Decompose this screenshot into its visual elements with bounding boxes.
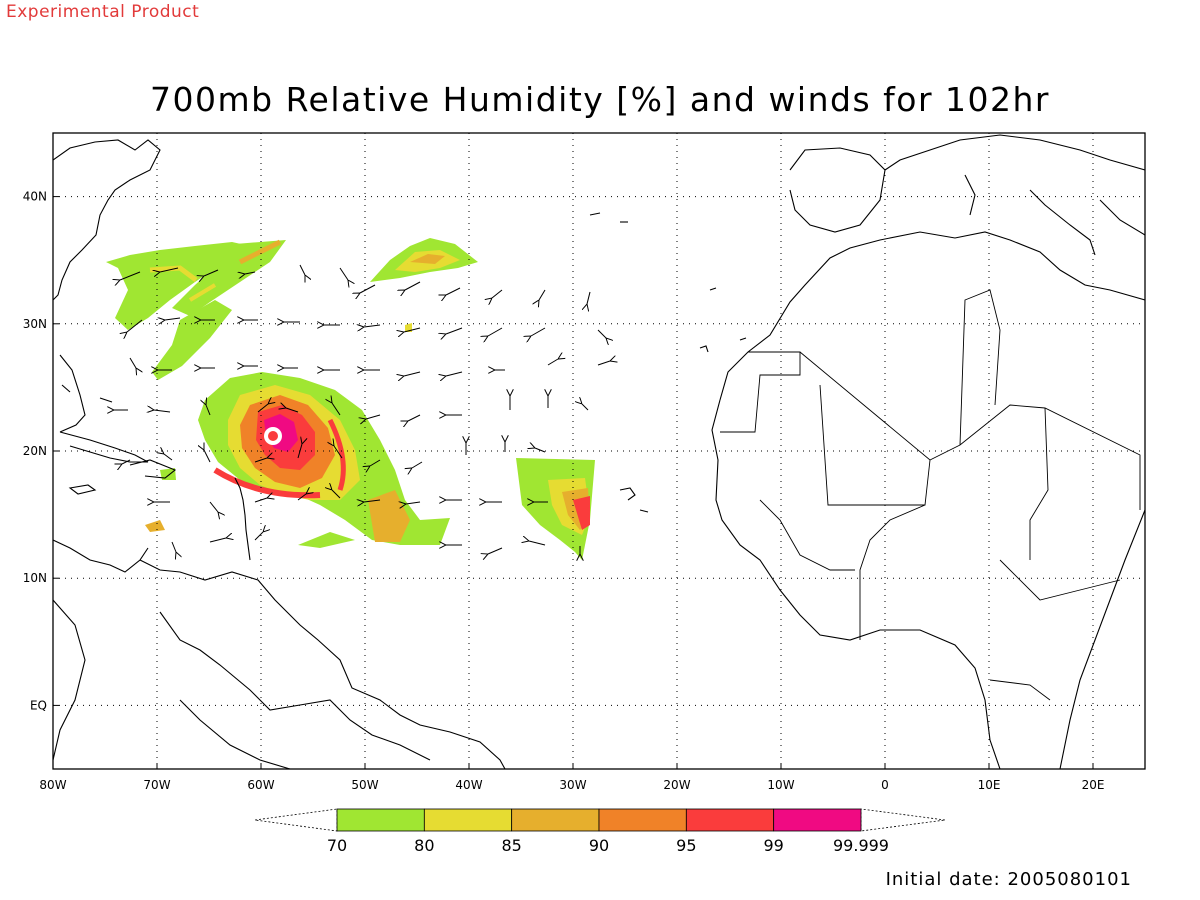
lon-tick-label: 70W xyxy=(143,778,170,792)
lat-tick-label: 40N xyxy=(23,190,47,204)
wind-arrow xyxy=(334,446,343,459)
wind-arrow xyxy=(204,450,211,463)
wind-arrow xyxy=(412,461,423,468)
longitude-axis: 80W 70W 60W 50W 40W 30W 20W 10W 0 10E 20E xyxy=(39,763,1104,792)
lon-tick-label: 10E xyxy=(978,778,1001,792)
wind-arrow xyxy=(597,329,606,338)
wind-arrow xyxy=(535,448,546,453)
wind-arrow xyxy=(257,404,268,413)
wind-arrow xyxy=(164,454,173,461)
wind-arrow xyxy=(488,327,503,336)
wind-arrow xyxy=(165,318,181,320)
wind-arrow xyxy=(492,289,503,298)
wind-arrow xyxy=(339,267,348,280)
wind-arrow xyxy=(154,410,171,412)
colorbar-label: 90 xyxy=(589,836,609,855)
wind-arrow xyxy=(539,289,546,300)
colorbar-segment xyxy=(423,808,513,832)
wind-arrow xyxy=(160,267,179,272)
lon-tick-label: 30W xyxy=(559,778,586,792)
wind-arrow xyxy=(597,361,610,366)
wind-arrow xyxy=(332,403,341,416)
wind-arrow xyxy=(360,284,376,293)
wind-arrow xyxy=(204,269,219,276)
latitude-axis: 40N 30N 20N 10N EQ xyxy=(23,190,59,712)
wind-arrow xyxy=(404,371,421,376)
wind-arrow xyxy=(254,532,263,541)
colorbar-label: 95 xyxy=(676,836,696,855)
wind-arrow xyxy=(254,498,267,503)
lat-tick-label: 10N xyxy=(23,571,47,585)
wind-arrow xyxy=(209,538,226,543)
wind-arrow xyxy=(286,408,299,413)
wind-arrow xyxy=(405,281,421,290)
lon-tick-label: 50W xyxy=(351,778,378,792)
wind-arrow xyxy=(406,502,421,504)
wind-arrow xyxy=(404,327,421,332)
wind-arrow xyxy=(120,271,141,280)
wind-arrow xyxy=(254,458,267,463)
colorbar: 70 80 85 90 95 99 99.999 xyxy=(254,808,946,855)
wind-arrow xyxy=(209,501,218,512)
wind-arrow xyxy=(370,459,381,466)
experimental-product-label: Experimental Product xyxy=(6,2,200,22)
wind-arrow xyxy=(245,272,256,274)
initial-date: Initial date: 2005080101 xyxy=(885,869,1132,890)
wind-arrow xyxy=(206,405,211,416)
lat-tick-label: EQ xyxy=(30,698,47,712)
colorbar-right-extension xyxy=(860,808,946,832)
colorbar-label: 80 xyxy=(414,836,434,855)
colorbar-label: 85 xyxy=(501,836,521,855)
colorbar-segment xyxy=(336,808,425,832)
humidity-shading xyxy=(106,238,595,560)
wind-vectors xyxy=(114,264,610,554)
colorbar-label: 99.999 xyxy=(833,836,889,855)
lon-tick-label: 10W xyxy=(767,778,794,792)
lon-tick-label: 40W xyxy=(455,778,482,792)
colorbar-label: 70 xyxy=(327,836,347,855)
wind-arrow xyxy=(332,490,341,499)
wind-arrow xyxy=(446,287,461,295)
wind-arrow xyxy=(122,459,131,464)
lat-tick-label: 20N xyxy=(23,444,47,458)
colorbar-segment xyxy=(598,808,687,832)
colorbar-segment xyxy=(511,808,600,832)
lon-tick-label: 20E xyxy=(1082,778,1105,792)
map-title: 700mb Relative Humidity [%] and winds fo… xyxy=(150,80,1050,119)
colorbar-left-extension xyxy=(254,808,338,832)
wind-arrow xyxy=(171,541,176,552)
wind-arrow xyxy=(299,264,305,275)
coastlines xyxy=(53,134,1145,769)
colorbar-label: 99 xyxy=(763,836,783,855)
lon-tick-label: 0 xyxy=(881,778,889,792)
wind-arrow xyxy=(366,414,381,419)
wind-arrow xyxy=(529,541,546,546)
wind-arrow xyxy=(488,547,503,554)
wind-arrow xyxy=(531,327,546,336)
lat-tick-label: 30N xyxy=(23,317,47,331)
wind-arrow xyxy=(364,325,381,327)
wind-arrow xyxy=(297,444,302,459)
colorbar-segment xyxy=(685,808,775,832)
lon-tick-label: 20W xyxy=(663,778,690,792)
wind-arrow xyxy=(129,357,136,368)
wind-arrow xyxy=(127,319,143,332)
lon-tick-label: 60W xyxy=(247,778,274,792)
wind-arrow xyxy=(364,500,381,502)
wind-arrow xyxy=(547,359,558,366)
wind-arrow xyxy=(446,327,463,334)
wind-arrow xyxy=(582,404,589,411)
wind-arrow xyxy=(446,371,463,376)
lon-tick-label: 80W xyxy=(39,778,66,792)
wind-arrow xyxy=(297,494,306,501)
wind-arrow xyxy=(587,291,591,304)
colorbar-segment xyxy=(773,808,862,832)
wind-arrow xyxy=(408,414,421,421)
